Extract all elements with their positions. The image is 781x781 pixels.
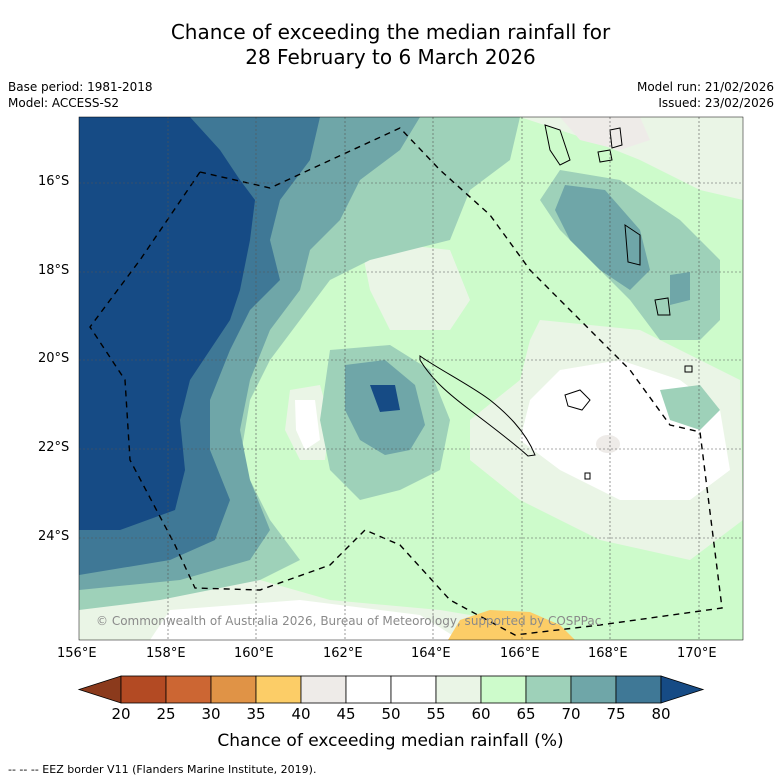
colorbar-tick-label: 55 xyxy=(426,705,446,723)
colorbar-segment xyxy=(300,675,347,704)
colorbar-segment xyxy=(480,675,527,704)
field-35-40-south xyxy=(448,610,575,640)
colorbar-segment xyxy=(255,675,302,704)
colorbar-tick-label: 70 xyxy=(561,705,581,723)
lon-label: 162°E xyxy=(323,646,363,661)
colorbar-segment xyxy=(525,675,572,704)
field-45-55-west xyxy=(295,400,320,450)
meta-left: Base period: 1981-2018 Model: ACCESS-S2 xyxy=(8,79,153,111)
colorbar-tick-label: 65 xyxy=(516,705,536,723)
field-70-75-east xyxy=(555,185,650,290)
map-frame xyxy=(78,116,744,641)
lon-label: 158°E xyxy=(146,646,186,661)
colorbar-tick-label: 20 xyxy=(111,705,131,723)
lat-label: 18°S xyxy=(38,263,70,278)
field-65-70-east-2 xyxy=(660,385,720,430)
field-80-plus-west xyxy=(79,117,255,530)
colorbar-segment xyxy=(435,675,482,704)
vanuatu-north-coastline xyxy=(544,124,571,166)
colorbar-tick-label: 75 xyxy=(606,705,626,723)
copyright-text: © Commonwealth of Australia 2026, Bureau… xyxy=(96,614,602,628)
title-line-2: 28 February to 6 March 2026 xyxy=(245,45,536,69)
lat-label: 20°S xyxy=(38,351,70,366)
colorbar-arrow-low xyxy=(77,675,122,704)
colorbar-segment xyxy=(120,675,167,704)
vanuatu-island-2 xyxy=(609,127,623,149)
colorbar-tick-label: 50 xyxy=(381,705,401,723)
colorbar-tick-label: 40 xyxy=(291,705,311,723)
lat-label: 24°S xyxy=(38,529,70,544)
field-40-45-east xyxy=(596,435,620,453)
field-80-center xyxy=(370,385,400,412)
colorbar-tick-label: 25 xyxy=(156,705,176,723)
colorbar-arrow-high xyxy=(660,675,705,704)
lon-label: 160°E xyxy=(234,646,274,661)
field-40-45-north xyxy=(560,117,650,150)
colorbar-segment xyxy=(390,675,437,704)
vanuatu-island-1 xyxy=(597,149,613,163)
lon-label: 164°E xyxy=(411,646,451,661)
loyalty-islands-coastline xyxy=(564,389,591,411)
lat-label: 16°S xyxy=(38,174,70,189)
chart-title: Chance of exceeding the median rainfall … xyxy=(0,20,781,70)
lat-label: 22°S xyxy=(38,440,70,455)
map-fields xyxy=(79,117,743,640)
model-run-text: Model run: 21/02/2026 xyxy=(636,80,774,94)
colorbar-tick-label: 35 xyxy=(246,705,266,723)
colorbar-segment xyxy=(210,675,257,704)
colorbar-tick-label: 30 xyxy=(201,705,221,723)
colorbar-tick-label: 60 xyxy=(471,705,491,723)
lon-label: 170°E xyxy=(677,646,717,661)
colorbar-segment xyxy=(165,675,212,704)
eez-legend-note: -- -- -- EEZ border V11 (Flanders Marine… xyxy=(8,763,317,776)
new-caledonia-coastline xyxy=(419,355,536,457)
colorbar-segment xyxy=(615,675,662,704)
eez-border xyxy=(89,127,723,636)
colorbar-label: Chance of exceeding median rainfall (%) xyxy=(217,731,564,751)
colorbar-segment xyxy=(570,675,617,704)
lon-label: 166°E xyxy=(500,646,540,661)
meta-right: Model run: 21/02/2026 Issued: 23/02/2026 xyxy=(637,79,774,111)
title-line-1: Chance of exceeding the median rainfall … xyxy=(170,20,611,44)
field-55-60-north xyxy=(520,117,743,200)
base-period-text: Base period: 1981-2018 xyxy=(8,80,153,94)
lon-label: 168°E xyxy=(588,646,628,661)
field-55-60-center xyxy=(360,240,470,330)
colorbar-tick-label: 80 xyxy=(651,705,671,723)
vanuatu-island-3 xyxy=(624,224,641,266)
model-text: Model: ACCESS-S2 xyxy=(8,96,120,110)
small-island xyxy=(584,472,591,480)
issued-text: Issued: 23/02/2026 xyxy=(658,96,774,110)
gridlines xyxy=(79,117,743,640)
vanuatu-island-4 xyxy=(654,297,671,316)
colorbar-segment xyxy=(345,675,392,704)
field-70-75-east-2 xyxy=(670,272,690,305)
field-45-55-south xyxy=(150,600,460,640)
colorbar xyxy=(77,675,705,704)
vanuatu-island-5 xyxy=(684,365,693,373)
lon-label: 156°E xyxy=(57,646,97,661)
colorbar-tick-label: 45 xyxy=(336,705,356,723)
